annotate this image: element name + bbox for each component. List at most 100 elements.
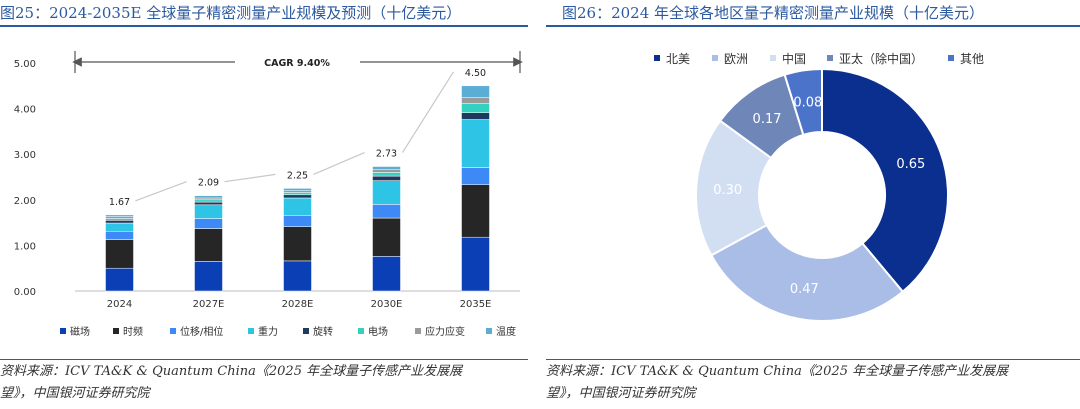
y-tick-label: 0.00 <box>14 287 36 298</box>
bar-segment-2024-6 <box>105 216 134 219</box>
legend-label: 磁场 <box>70 325 90 338</box>
legend-label: 重力 <box>258 325 278 338</box>
pie-legend-label: 欧洲 <box>724 52 748 66</box>
pie-legend-item-1: 欧洲 <box>712 52 748 66</box>
left-source-line2: 望》，中国银河证券研究院 <box>0 386 150 401</box>
bar-segment-2024-3 <box>105 222 134 232</box>
legend-item-6: 应力应变 <box>415 325 465 338</box>
bar-segment-2027e-0 <box>194 261 223 292</box>
pie-value-label: 0.65 <box>896 157 925 172</box>
pie-value-labels: 0.65 0.47 0.30 0.17 0.08 <box>713 96 925 297</box>
bar-segment-2030e-1 <box>372 217 401 257</box>
total-label: 2.73 <box>376 149 397 160</box>
legend-item-1: 时频 <box>113 325 143 338</box>
total-label: 2.25 <box>287 170 308 181</box>
y-axis-ticks: 0.00 1.00 2.00 3.00 4.00 5.00 <box>14 59 36 298</box>
legend-label: 旋转 <box>313 325 333 338</box>
right-figure-title: 图26：2024 年全球各地区量子精密测量产业规模（十亿美元） <box>562 4 985 22</box>
bar-segment-2028e-0 <box>283 260 312 292</box>
bar-segment-2024-4 <box>105 220 134 224</box>
bar-segment-2027e-7 <box>194 195 223 199</box>
trend-line-segment <box>401 71 455 153</box>
bar-segment-2027e-5 <box>194 199 223 203</box>
right-figure-panel: 图26：2024 年全球各地区量子精密测量产业规模（十亿美元） 北美 欧洲 中国 亚太… <box>546 0 1080 409</box>
y-tick-label: 4.00 <box>14 105 36 116</box>
pie-legend-item-4: 其他 <box>948 52 984 66</box>
pie-legend-item-2: 中国 <box>770 51 806 66</box>
x-axis-labels: 2024 2027E 2028E 2030E 2035E <box>107 299 492 310</box>
pie-value-label: 0.17 <box>753 112 782 127</box>
bar-segment-2028e-3 <box>283 197 312 216</box>
pie-legend-item-0: 北美 <box>654 52 690 66</box>
bar-legend: 磁场 时频 位移/相位 重力 旋转 电场 应力应变 温度 <box>60 325 516 338</box>
donut-chart: 北美 欧洲 中国 亚太（除中国） 其他 0.65 0.47 0.30 0.17 0.08 <box>654 51 984 322</box>
right-source-rule <box>546 359 1080 360</box>
legend-swatch <box>303 328 309 334</box>
pie-legend-swatch <box>948 55 954 61</box>
left-figure-panel: 图25：2024-2035E 全球量子精密测量产业规模及预测（十亿美元） 0.0… <box>0 0 528 409</box>
pie-legend-label: 其他 <box>960 52 984 66</box>
legend-item-4: 旋转 <box>303 325 333 338</box>
left-source-line1: 资料来源：ICV TA&K & Quantum China《2025 年全球量子… <box>0 364 463 379</box>
x-tick-label: 2024 <box>107 299 132 310</box>
left-title-rule <box>0 25 528 27</box>
bar-segment-2030e-6 <box>372 169 401 173</box>
stacked-bar-chart: 0.001.002.003.004.005.00 2024 2027E 2028E 2… <box>14 51 523 338</box>
bar-segment-2028e-7 <box>283 188 312 191</box>
bar-segment-2030e-5 <box>372 172 401 177</box>
pie-legend-swatch <box>770 55 776 61</box>
legend-label: 温度 <box>496 325 516 338</box>
y-tick-label: 3.00 <box>14 150 36 161</box>
x-tick-label: 2030E <box>371 299 403 310</box>
bar-segment-2024-5 <box>105 218 134 221</box>
legend-swatch <box>486 328 492 334</box>
legend-swatch <box>248 328 254 334</box>
pie-legend-label: 北美 <box>666 52 690 66</box>
bar-segment-2027e-6 <box>194 197 223 201</box>
legend-item-2: 位移/相位 <box>170 325 223 338</box>
legend-item-5: 电场 <box>358 325 388 338</box>
total-trend: 1.67 2.09 2.25 2.73 4.50 <box>109 68 486 208</box>
y-tick-label: 5.00 <box>14 59 36 70</box>
bar-segment-2030e-4 <box>372 175 401 181</box>
total-label: 4.50 <box>465 68 486 79</box>
bar-segment-2035e-5 <box>461 103 490 113</box>
bar-segment-2024-0 <box>105 267 134 292</box>
bar-segment-2024-1 <box>105 239 134 269</box>
bar-segment-2024-7 <box>105 214 134 217</box>
bar-segment-2030e-7 <box>372 166 401 170</box>
right-title-rule <box>546 25 1080 27</box>
left-figure-title: 图25：2024-2035E 全球量子精密测量产业规模及预测（十亿美元） <box>0 4 462 22</box>
bar-series <box>105 85 490 292</box>
pie-legend: 北美 欧洲 中国 亚太（除中国） 其他 <box>654 51 984 66</box>
bar-segment-2030e-2 <box>372 204 401 219</box>
right-source-line2: 望》，中国银河证券研究院 <box>546 386 696 401</box>
bar-segment-2035e-6 <box>461 97 490 104</box>
legend-swatch <box>60 328 66 334</box>
x-tick-label: 2028E <box>282 299 314 310</box>
pie-legend-swatch <box>654 55 660 61</box>
x-tick-label: 2027E <box>193 299 225 310</box>
pie-slices <box>695 67 949 322</box>
bar-segment-2028e-2 <box>283 215 312 227</box>
bar-segment-2030e-0 <box>372 256 401 292</box>
legend-item-0: 磁场 <box>60 325 90 338</box>
legend-label: 位移/相位 <box>180 325 223 338</box>
trend-line-segment <box>135 181 187 202</box>
cagr-annotation: CAGR 9.40% <box>72 51 523 73</box>
left-source: 资料来源：ICV TA&K & Quantum China《2025 年全球量子… <box>0 361 528 405</box>
bar-segment-2027e-4 <box>194 201 223 206</box>
bar-segment-2035e-1 <box>461 184 490 238</box>
bar-segment-2028e-5 <box>283 192 312 196</box>
trend-line-segment <box>224 173 276 183</box>
bar-segment-2035e-2 <box>461 167 490 186</box>
pie-slice-0 <box>821 67 949 294</box>
bar-segment-2035e-4 <box>461 112 490 120</box>
y-tick-label: 1.00 <box>14 241 36 252</box>
pie-legend-label: 亚太（除中国） <box>839 51 923 66</box>
bar-segment-2035e-0 <box>461 236 490 292</box>
x-tick-label: 2035E <box>460 299 492 310</box>
pie-slice-2 <box>695 119 773 257</box>
y-tick-label: 2.00 <box>14 196 36 207</box>
bar-segment-2028e-6 <box>283 190 312 193</box>
